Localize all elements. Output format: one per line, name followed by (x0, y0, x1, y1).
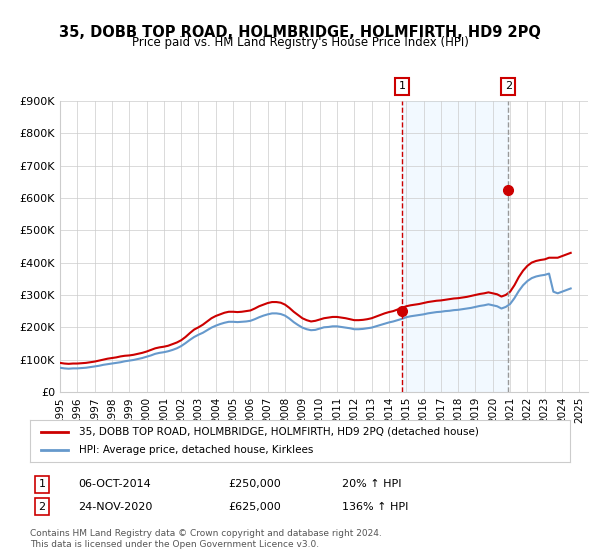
Text: 2: 2 (505, 81, 512, 91)
Text: Price paid vs. HM Land Registry's House Price Index (HPI): Price paid vs. HM Land Registry's House … (131, 36, 469, 49)
Text: 35, DOBB TOP ROAD, HOLMBRIDGE, HOLMFIRTH, HD9 2PQ: 35, DOBB TOP ROAD, HOLMBRIDGE, HOLMFIRTH… (59, 25, 541, 40)
Text: 20% ↑ HPI: 20% ↑ HPI (342, 479, 401, 489)
Text: 2: 2 (38, 502, 46, 512)
Text: This data is licensed under the Open Government Licence v3.0.: This data is licensed under the Open Gov… (30, 540, 319, 549)
Text: 136% ↑ HPI: 136% ↑ HPI (342, 502, 409, 512)
Text: 35, DOBB TOP ROAD, HOLMBRIDGE, HOLMFIRTH, HD9 2PQ (detached house): 35, DOBB TOP ROAD, HOLMBRIDGE, HOLMFIRTH… (79, 427, 478, 437)
Text: 24-NOV-2020: 24-NOV-2020 (78, 502, 152, 512)
Text: £625,000: £625,000 (228, 502, 281, 512)
Text: 1: 1 (38, 479, 46, 489)
Bar (402, 101, 508, 392)
Text: HPI: Average price, detached house, Kirklees: HPI: Average price, detached house, Kirk… (79, 445, 313, 455)
Text: 06-OCT-2014: 06-OCT-2014 (78, 479, 151, 489)
Text: Contains HM Land Registry data © Crown copyright and database right 2024.: Contains HM Land Registry data © Crown c… (30, 529, 382, 538)
Text: 1: 1 (398, 81, 406, 91)
Text: £250,000: £250,000 (228, 479, 281, 489)
